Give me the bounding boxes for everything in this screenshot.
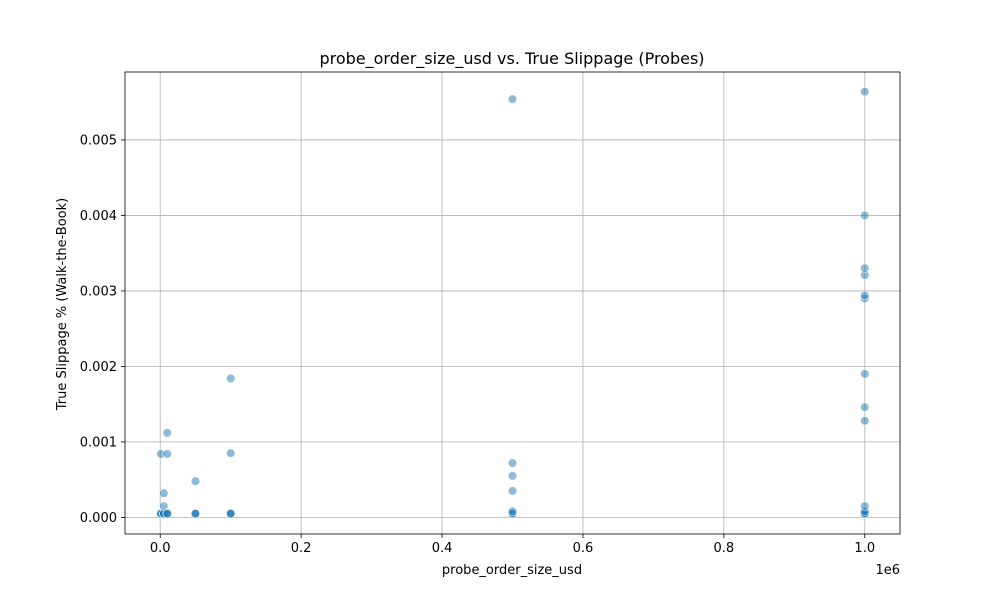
data-point	[190, 509, 201, 519]
chart-title: probe_order_size_usd vs. True Slippage (…	[319, 49, 704, 69]
data-point	[226, 509, 236, 519]
data-point	[860, 263, 870, 273]
y-tick-label: 0.003	[80, 284, 117, 299]
y-tick-label: 0.005	[80, 133, 117, 148]
data-point	[162, 509, 172, 519]
x-tick-label: 0.6	[573, 541, 594, 556]
y-tick-label: 0.004	[80, 209, 117, 224]
x-axis-offset-label: 1e6	[875, 563, 900, 578]
y-tick-label: 0.000	[80, 511, 117, 526]
data-point	[860, 402, 870, 412]
data-points	[156, 87, 870, 519]
x-axis-label: probe_order_size_usd	[442, 563, 582, 578]
data-point	[226, 448, 236, 458]
data-point	[507, 458, 518, 468]
data-point	[507, 486, 518, 496]
data-point	[860, 416, 870, 426]
data-point	[159, 488, 169, 498]
data-point	[507, 506, 518, 516]
y-tick-label: 0.002	[80, 360, 117, 375]
x-tick-label: 0.4	[432, 541, 453, 556]
y-axis-label: True Slippage % (Walk-the-Book)	[55, 198, 70, 411]
x-tick-label: 1.0	[854, 541, 875, 556]
data-point	[507, 94, 518, 104]
data-point	[860, 501, 870, 511]
data-point	[507, 471, 518, 481]
data-point	[226, 373, 236, 384]
x-tick-label: 0.2	[291, 541, 312, 556]
data-point	[162, 449, 172, 459]
data-point	[860, 369, 870, 379]
data-point	[162, 428, 172, 438]
x-tick-label: 0.0	[150, 541, 171, 556]
data-point	[860, 290, 870, 301]
y-tick-label: 0.001	[80, 435, 117, 450]
data-point	[159, 501, 169, 511]
plot-frame	[124, 71, 901, 535]
data-point	[860, 87, 870, 97]
data-point	[860, 210, 870, 221]
axis-ticks: 0.0 0.2 0.4 0.6 0.8 1.0 0.000 0.001 0.002 0.003 0.…	[80, 133, 875, 556]
data-point	[190, 476, 201, 486]
x-tick-label: 0.8	[714, 541, 735, 556]
